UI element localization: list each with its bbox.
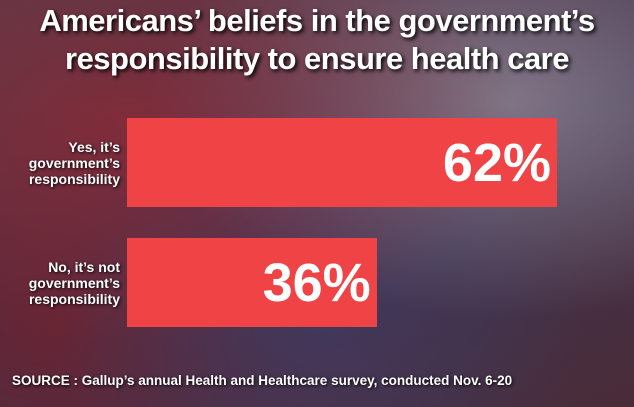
chart-title: Americans’ beliefs in the government’s r… [39,3,595,76]
bar [127,238,377,327]
category-label: No, it’s not government’s responsibility [28,258,120,307]
source-note: SOURCE : Gallup’s annual Health and Heal… [12,373,513,388]
value-label: 62% [442,133,551,193]
bar [127,118,557,207]
category-label: Yes, it’s government’s responsibility [28,138,120,187]
value-label: 36% [262,253,371,313]
